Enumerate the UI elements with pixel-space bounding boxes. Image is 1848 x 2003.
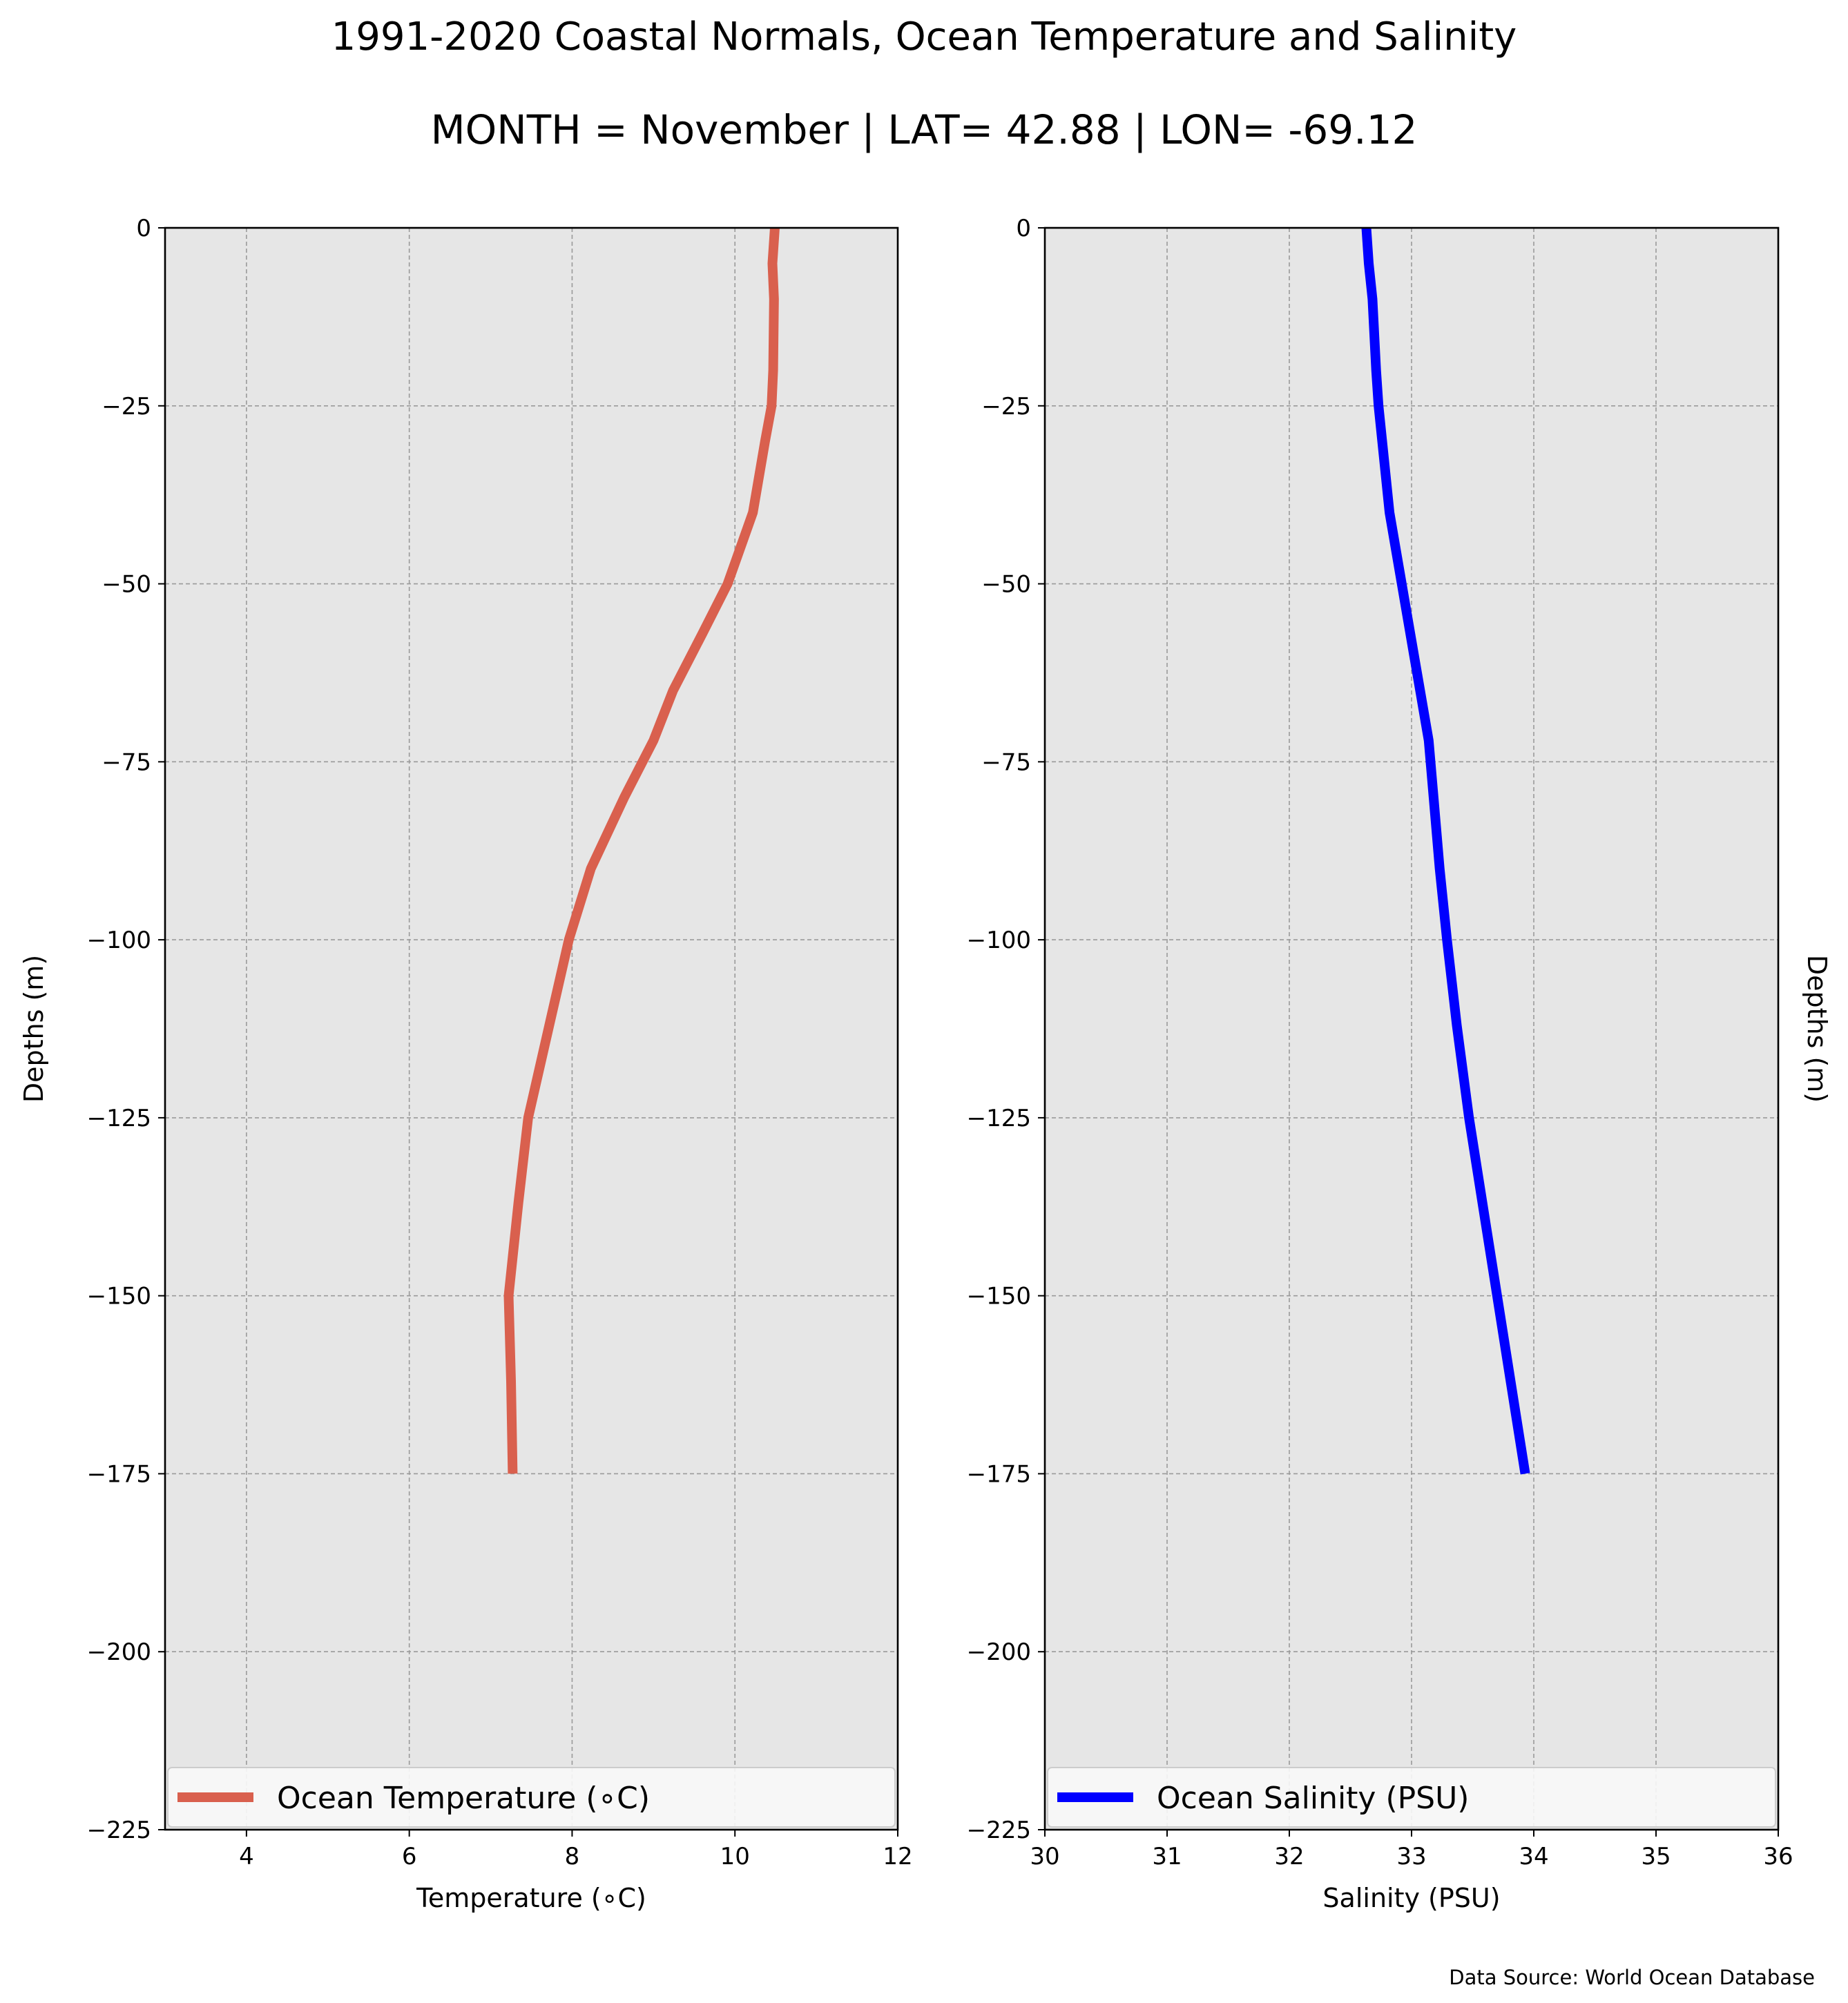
y-tick-label: −225 (87, 1817, 151, 1844)
y-tick-label: −100 (87, 927, 151, 954)
y-tick-label: 0 (1016, 215, 1031, 242)
x-tick-label: 10 (720, 1843, 750, 1870)
data-source-note: Data Source: World Ocean Database (1449, 1966, 1815, 1989)
y-tick-label: −225 (967, 1817, 1031, 1844)
plot-area (165, 228, 898, 1830)
x-tick-label: 35 (1641, 1843, 1671, 1870)
x-tick-label: 36 (1763, 1843, 1793, 1870)
x-axis-label: Temperature (∘C) (416, 1883, 646, 1913)
x-tick-label: 30 (1030, 1843, 1059, 1870)
series-line-0 (503, 227, 780, 1474)
x-tick-label: 34 (1519, 1843, 1548, 1870)
y-tick-label: −175 (87, 1460, 151, 1488)
x-tick-label: 33 (1396, 1843, 1426, 1870)
x-tick-label: 6 (402, 1843, 417, 1870)
x-tick-label: 4 (239, 1843, 254, 1870)
y-tick-label: −100 (967, 927, 1031, 954)
temperature-panel: Ocean Temperature (∘C) 4 6 8 10 12 0 −25 −50 −75 −… (19, 215, 913, 1913)
y-tick-label: −150 (87, 1283, 151, 1310)
x-tick-label: 32 (1274, 1843, 1304, 1870)
series-line-0 (1361, 227, 1530, 1475)
y-tick-label: −125 (967, 1105, 1031, 1132)
legend-entry: Ocean Salinity (PSU) (1157, 1781, 1469, 1816)
x-tick-label: 12 (883, 1843, 912, 1870)
y-tick-label: −200 (87, 1638, 151, 1666)
legend-entry: Ocean Temperature (∘C) (277, 1781, 650, 1816)
figure-title: 1991-2020 Coastal Normals, Ocean Tempera… (331, 14, 1517, 59)
legend-box (1047, 1767, 1776, 1828)
y-tick-label: −50 (102, 571, 151, 599)
y-tick-label: −25 (981, 393, 1031, 420)
salinity-panel: Ocean Salinity (PSU) 30 31 32 33 34 35 36 0 −25 −5… (967, 215, 1832, 1913)
y-tick-label: −25 (102, 393, 151, 420)
x-tick-label: 8 (565, 1843, 580, 1870)
y-axis-label: Depths (m) (19, 955, 49, 1103)
y-tick-label: −150 (967, 1283, 1031, 1310)
y-tick-label: −125 (87, 1105, 151, 1132)
legend-box (167, 1767, 896, 1828)
x-tick-label: 31 (1152, 1843, 1182, 1870)
y-axis-label: Depths (m) (1802, 955, 1832, 1103)
y-tick-label: −50 (981, 571, 1031, 599)
y-tick-label: −200 (967, 1638, 1031, 1666)
figure-subtitle: MONTH = November | LAT= 42.88 | LON= -69… (431, 106, 1418, 153)
y-tick-label: 0 (136, 215, 151, 242)
y-tick-label: −75 (102, 748, 151, 776)
axes-frame (164, 226, 899, 1831)
y-tick-label: −175 (967, 1460, 1031, 1488)
y-tick-label: −75 (981, 748, 1031, 776)
x-axis-label: Salinity (PSU) (1322, 1883, 1500, 1913)
